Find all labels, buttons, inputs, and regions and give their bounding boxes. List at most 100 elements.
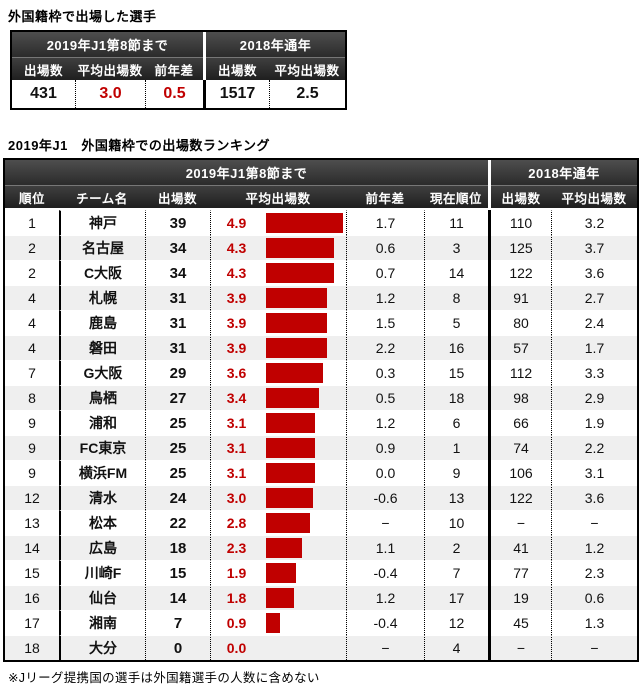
- cell-apps-2018: 66: [491, 410, 551, 435]
- cell-team: 鳥栖: [59, 385, 145, 410]
- cell-apps: 27: [145, 385, 210, 410]
- summary-group-2018-header: 2018年通年: [206, 32, 345, 57]
- avg-bar: [266, 513, 310, 533]
- cell-avg: 3.4: [210, 385, 262, 410]
- avg-bar: [266, 388, 319, 408]
- cell-apps: 18: [145, 535, 210, 560]
- cell-apps: 31: [145, 285, 210, 310]
- cell-avg-2018: 2.7: [551, 285, 637, 310]
- avg-bar: [266, 213, 343, 233]
- group-divider: [488, 485, 491, 510]
- avg-bar-cell: [262, 260, 346, 285]
- summary-table: 2019年J1第8節まで 2018年通年 出場数 平均出場数 前年差 出場数 平…: [10, 30, 347, 110]
- group-divider: [488, 535, 491, 560]
- avg-bar-cell: [262, 585, 346, 610]
- cell-apps-2018: 110: [491, 210, 551, 235]
- cell-rank: 18: [5, 635, 59, 660]
- cell-avg: 4.3: [210, 235, 262, 260]
- cell-diff: 0.9: [346, 435, 424, 460]
- cell-diff: 1.7: [346, 210, 424, 235]
- summary-apps-2018-value: 1517: [206, 80, 269, 108]
- cell-avg-2018: 3.7: [551, 235, 637, 260]
- avg-bar-cell: [262, 610, 346, 635]
- cell-avg-2018: 3.6: [551, 485, 637, 510]
- cell-apps: 34: [145, 235, 210, 260]
- cell-apps: 31: [145, 310, 210, 335]
- cell-apps-2018: 125: [491, 235, 551, 260]
- cell-avg: 3.9: [210, 335, 262, 360]
- cell-apps: 39: [145, 210, 210, 235]
- cell-rank: 4: [5, 285, 59, 310]
- cell-diff: 0.0: [346, 460, 424, 485]
- col-diff: 前年差: [346, 185, 424, 208]
- cell-apps-2018: −: [491, 635, 551, 660]
- avg-bar: [266, 463, 315, 483]
- group-divider: [203, 32, 206, 57]
- cell-diff: 0.3: [346, 360, 424, 385]
- avg-bar-cell: [262, 235, 346, 260]
- avg-bar-cell: [262, 510, 346, 535]
- avg-bar: [266, 613, 280, 633]
- cell-apps: 15: [145, 560, 210, 585]
- cell-team: C大阪: [59, 260, 145, 285]
- cell-apps-2018: 98: [491, 385, 551, 410]
- col-apps-2018: 出場数: [491, 185, 551, 208]
- avg-bar-cell: [262, 335, 346, 360]
- cell-apps: 31: [145, 335, 210, 360]
- avg-bar: [266, 438, 315, 458]
- cell-rank: 9: [5, 435, 59, 460]
- cell-avg-2018: 3.1: [551, 460, 637, 485]
- cell-apps-2018: 45: [491, 610, 551, 635]
- group-divider: [488, 285, 491, 310]
- summary-col-diff: 前年差: [145, 57, 203, 80]
- ranking-table: 2019年J1第8節まで 2018年通年 順位 チーム名 出場数 平均出場数 前…: [3, 158, 639, 662]
- cell-current-rank: 4: [424, 635, 488, 660]
- cell-rank: 2: [5, 260, 59, 285]
- avg-bar: [266, 588, 294, 608]
- cell-team: 松本: [59, 510, 145, 535]
- cell-diff: -0.4: [346, 560, 424, 585]
- cell-apps-2018: 80: [491, 310, 551, 335]
- cell-team: G大阪: [59, 360, 145, 385]
- cell-apps-2018: 122: [491, 485, 551, 510]
- cell-apps: 7: [145, 610, 210, 635]
- cell-current-rank: 18: [424, 385, 488, 410]
- cell-apps: 34: [145, 260, 210, 285]
- group-divider: [488, 510, 491, 535]
- summary-avg-2018-value: 2.5: [269, 80, 345, 108]
- cell-team: 広島: [59, 535, 145, 560]
- avg-bar: [266, 288, 327, 308]
- cell-avg-2018: −: [551, 635, 637, 660]
- cell-avg-2018: 1.9: [551, 410, 637, 435]
- group-divider: [488, 160, 491, 185]
- cell-avg-2018: 3.2: [551, 210, 637, 235]
- group-divider: [488, 435, 491, 460]
- cell-avg: 4.3: [210, 260, 262, 285]
- cell-current-rank: 16: [424, 335, 488, 360]
- col-team: チーム名: [59, 185, 145, 208]
- cell-diff: -0.6: [346, 485, 424, 510]
- cell-avg: 3.9: [210, 310, 262, 335]
- avg-bar: [266, 413, 315, 433]
- cell-avg: 1.9: [210, 560, 262, 585]
- avg-bar-cell: [262, 485, 346, 510]
- avg-bar-cell: [262, 310, 346, 335]
- avg-bar-cell: [262, 410, 346, 435]
- cell-rank: 7: [5, 360, 59, 385]
- cell-current-rank: 3: [424, 235, 488, 260]
- group-divider: [488, 335, 491, 360]
- footnote: ※Jリーグ提携国の選手は外国籍選手の人数に含めない: [8, 671, 320, 685]
- avg-bar: [266, 263, 334, 283]
- col-apps: 出場数: [145, 185, 210, 208]
- cell-apps: 29: [145, 360, 210, 385]
- cell-rank: 13: [5, 510, 59, 535]
- cell-rank: 9: [5, 410, 59, 435]
- cell-avg: 0.9: [210, 610, 262, 635]
- cell-apps-2018: 91: [491, 285, 551, 310]
- cell-avg: 0.0: [210, 635, 262, 660]
- cell-avg: 3.1: [210, 435, 262, 460]
- avg-bar: [266, 313, 327, 333]
- cell-avg-2018: 2.3: [551, 560, 637, 585]
- cell-apps: 25: [145, 460, 210, 485]
